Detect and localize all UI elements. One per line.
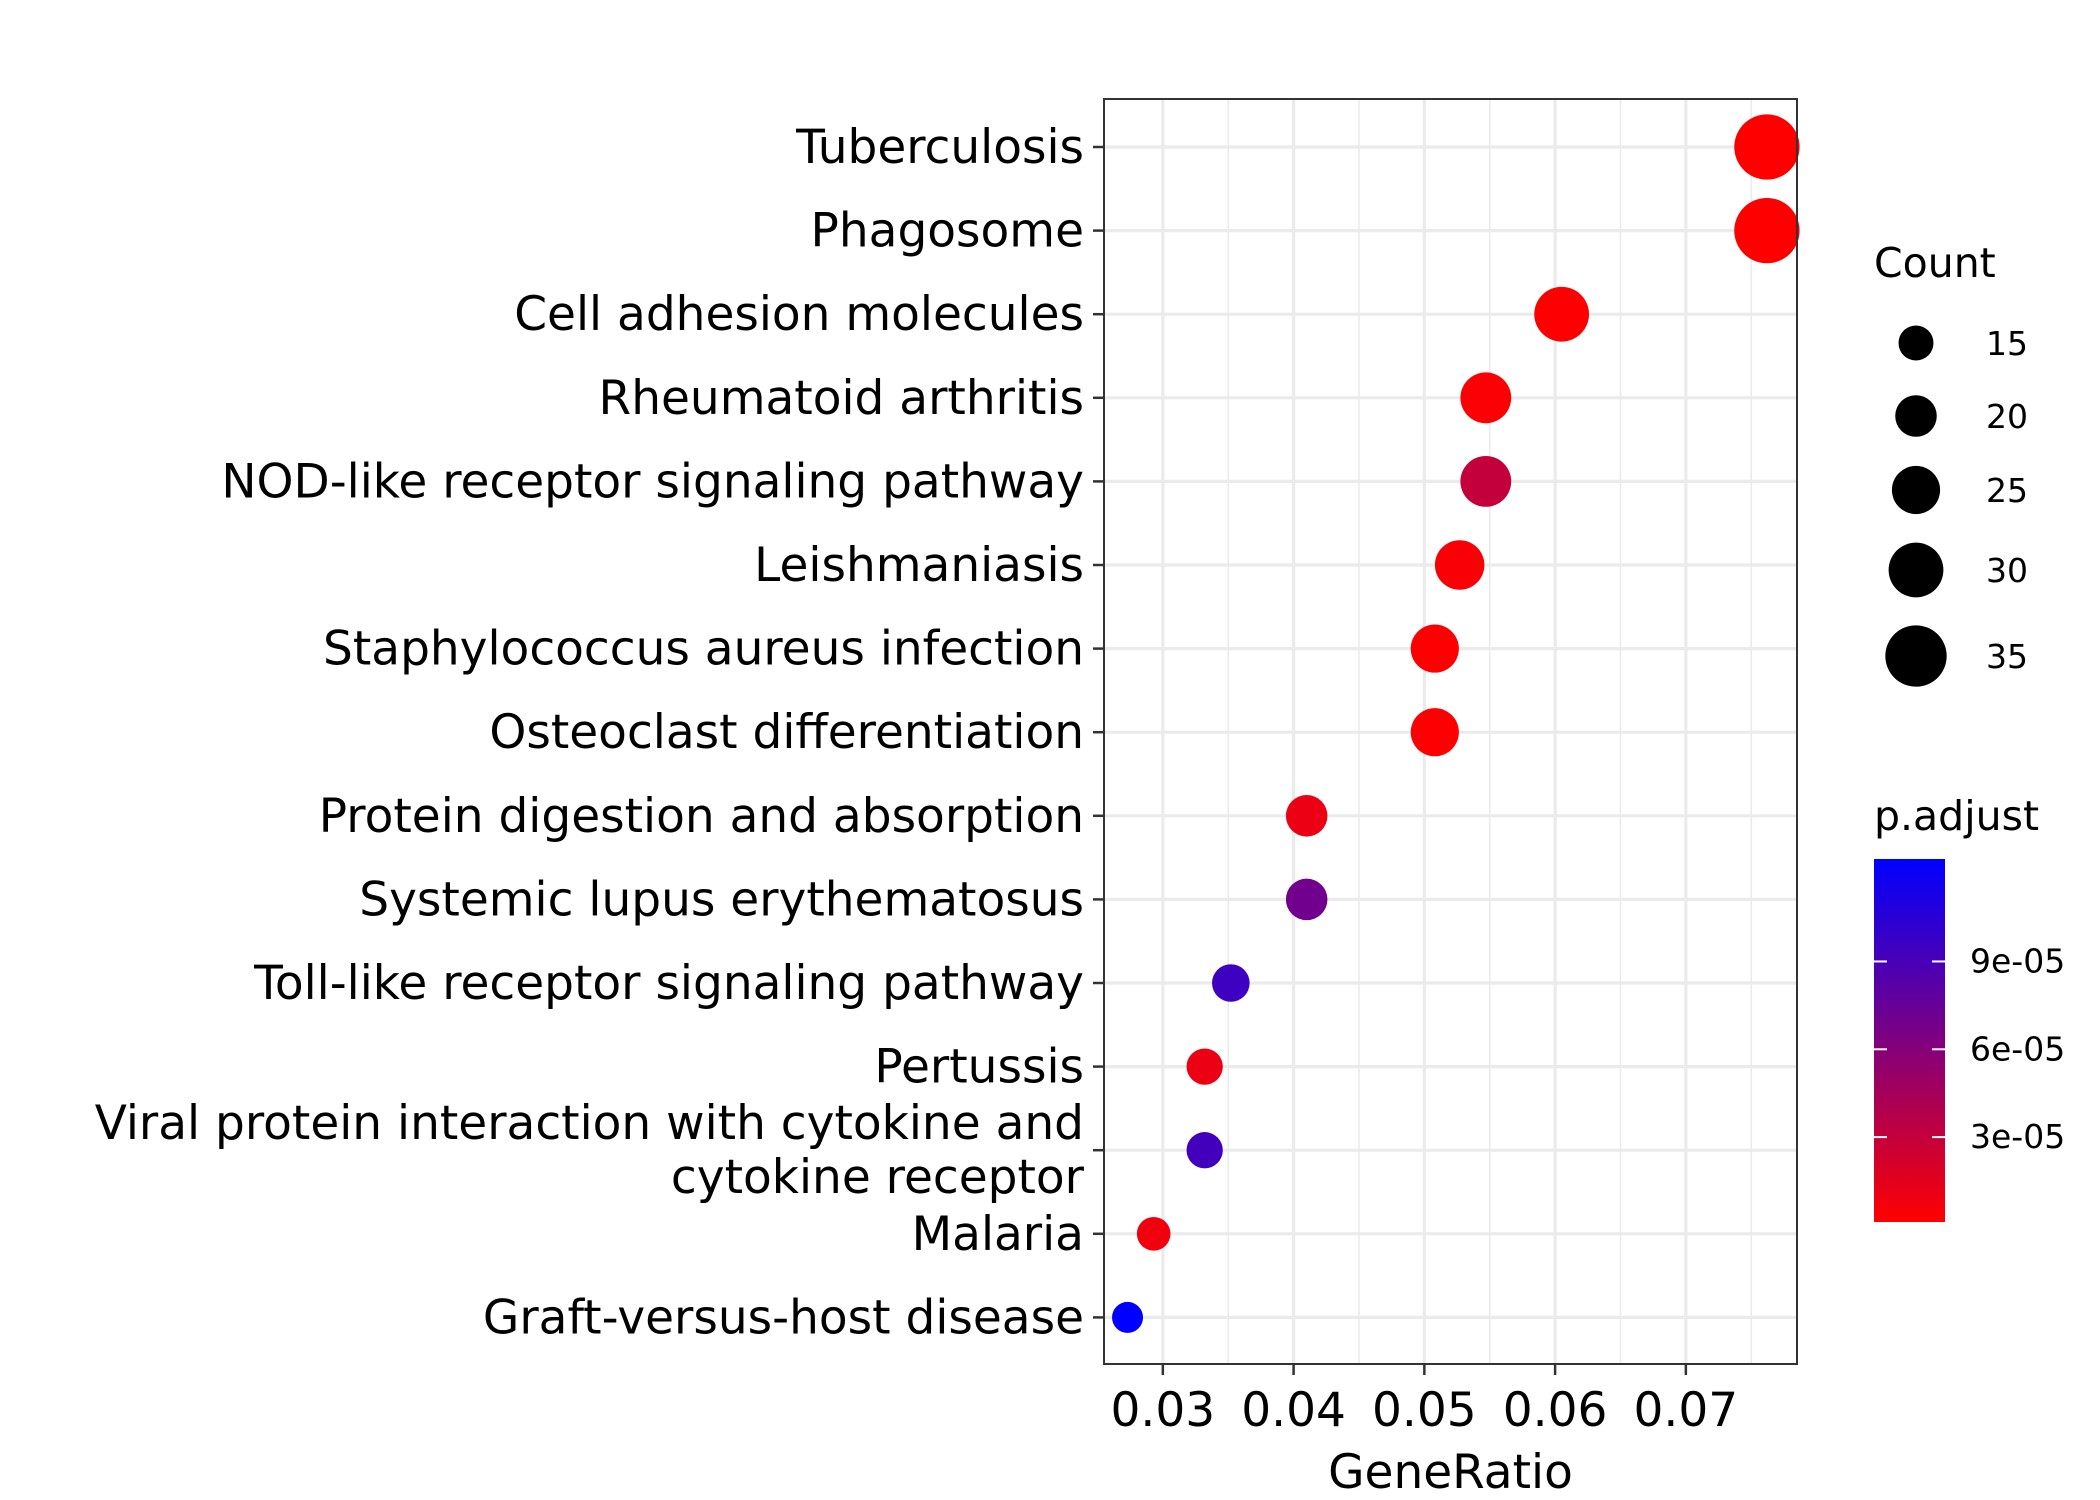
count-legend-label: 20 (1986, 397, 2028, 436)
count-legend-key (1895, 395, 1937, 437)
count-legend-label: 30 (1986, 551, 2028, 590)
colorbar-tick-label: 3e-05 (1970, 1117, 2065, 1156)
y-tick-label: Staphylococcus aureus infection (323, 622, 1084, 677)
y-tick-label: Osteoclast differentiation (489, 705, 1084, 760)
data-point (1186, 1048, 1223, 1085)
count-legend-label: 25 (1986, 471, 2028, 510)
y-tick-label: Toll-like receptor signaling pathway (253, 956, 1084, 1011)
y-tick-label: Phagosome (811, 204, 1084, 259)
x-tick-label: 0.04 (1241, 1383, 1346, 1438)
count-legend: Count 15 20 25 30 35 (1874, 239, 2028, 687)
y-tick-label: Tuberculosis (795, 120, 1084, 175)
count-legend-key (1888, 542, 1944, 598)
p-adjust-legend: p.adjust 3e-05 6e-05 9e-05 (1874, 792, 2065, 1222)
data-point (1460, 372, 1512, 424)
data-point (1285, 878, 1328, 921)
data-point (1285, 795, 1328, 837)
colorbar-tick-label: 6e-05 (1970, 1029, 2065, 1068)
data-point (1734, 197, 1800, 264)
count-legend-title: Count (1874, 239, 1996, 287)
y-tick-label: Pertussis (874, 1040, 1084, 1095)
count-legend-label: 35 (1986, 637, 2028, 676)
count-legend-key (1885, 625, 1947, 687)
x-tick-label: 0.03 (1111, 1383, 1216, 1438)
data-point (1434, 540, 1485, 590)
x-tick-label: 0.06 (1503, 1383, 1608, 1438)
data-points (1112, 114, 1800, 1333)
count-legend-key (1891, 465, 1941, 515)
y-tick-label: Rheumatoid arthritis (599, 371, 1084, 426)
data-point (1534, 286, 1590, 342)
y-tick-label: Protein digestion and absorption (319, 789, 1084, 844)
x-tick-label: 0.05 (1372, 1383, 1477, 1438)
y-tick-label: NOD-like receptor signaling pathway (221, 454, 1084, 509)
data-point (1460, 456, 1512, 507)
data-point (1410, 708, 1459, 757)
p-adjust-colorbar (1874, 859, 1945, 1222)
data-point (1112, 1301, 1144, 1333)
x-tick-label: 0.07 (1634, 1383, 1739, 1438)
x-axis: 0.03 0.04 0.05 0.06 0.07 (1111, 1364, 1739, 1438)
y-tick-label: Cell adhesion molecules (514, 287, 1084, 342)
count-legend-label: 15 (1986, 324, 2028, 363)
data-point (1410, 624, 1459, 673)
count-legend-key (1898, 325, 1934, 361)
p-adjust-legend-title: p.adjust (1874, 792, 2039, 840)
y-tick-label: Malaria (912, 1207, 1084, 1262)
data-point (1734, 114, 1800, 180)
colorbar-tick-label: 9e-05 (1970, 941, 2065, 980)
y-axis: Tuberculosis Phagosome Cell adhesion molec… (95, 120, 1104, 1345)
data-point (1212, 964, 1250, 1002)
y-tick-label: Graft-versus-host disease (483, 1290, 1084, 1345)
y-tick-label: Viral protein interaction with cytokine … (95, 1096, 1085, 1205)
x-axis-title: GeneRatio (1328, 1445, 1573, 1500)
data-point (1186, 1132, 1223, 1169)
data-point (1136, 1216, 1171, 1251)
y-tick-label: Leishmaniasis (754, 538, 1084, 593)
y-tick-label: Systemic lupus erythematosus (359, 872, 1084, 927)
